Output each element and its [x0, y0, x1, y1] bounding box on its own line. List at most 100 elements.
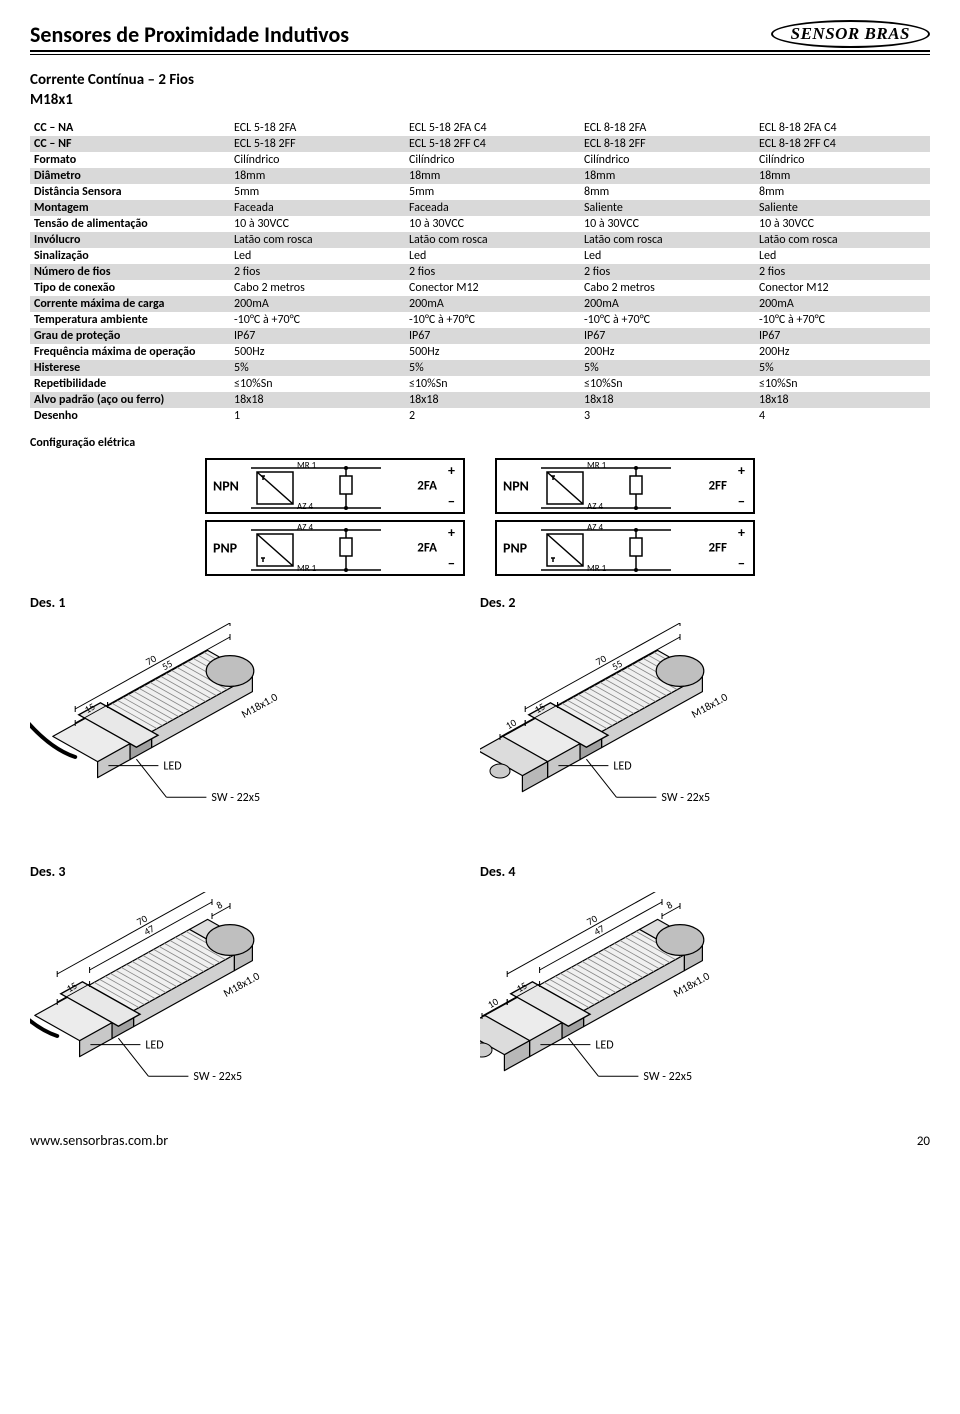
drawing-label: Des. 4 [480, 863, 930, 880]
table-row: Tipo de conexão Cabo 2 metrosConector M12… [30, 280, 930, 296]
row-value: 200mA [405, 296, 580, 312]
row-value: 2 fios [755, 264, 930, 280]
subtitle-line2: M18x1 [30, 91, 930, 111]
row-value: Saliente [755, 200, 930, 216]
row-label: Frequência máxima de operação [30, 344, 230, 360]
row-label: Diâmetro [30, 168, 230, 184]
row-value: ECL 8-18 2FA C4 [755, 120, 930, 136]
table-row: MontagemFaceadaFaceadaSalienteSaliente [30, 200, 930, 216]
row-value: ECL 5-18 2FF [230, 136, 405, 152]
row-label: Histerese [30, 360, 230, 376]
row-value: IP67 [580, 328, 755, 344]
table-row: Frequência máxima de operação500Hz500Hz2… [30, 344, 930, 360]
row-value: IP67 [755, 328, 930, 344]
svg-text:8: 8 [664, 898, 675, 912]
table-row: Alvo padrão (aço ou ferro)18x1818x1818x1… [30, 392, 930, 408]
svg-text:SW - 22x5: SW - 22x5 [661, 791, 710, 805]
row-value: 4 [755, 408, 930, 424]
circuit-output-label: 2FA [417, 479, 437, 494]
drawing-3: Des. 3 8477015M18x1.0LEDSW - 22x5 [30, 863, 480, 1092]
minus-icon: − [448, 555, 455, 572]
table-row: Número de fios2 fios2 fios2 fios2 fios [30, 264, 930, 280]
row-value: ≤10%Sn [755, 376, 930, 392]
page-footer: www.sensorbras.com.br 20 [30, 1132, 930, 1149]
table-row: SinalizaçãoLedLedLedLed [30, 248, 930, 264]
row-value: ECL 5-18 2FF C4 [405, 136, 580, 152]
row-value: 1 [230, 408, 405, 424]
row-value: Latão com rosca [755, 232, 930, 248]
row-label: Montagem [30, 200, 230, 216]
plus-icon: + [448, 524, 455, 541]
wire-label-bot: AZ 4 [297, 522, 313, 533]
row-value: 200Hz [580, 344, 755, 360]
row-value: 5% [405, 360, 580, 376]
row-value: IP67 [405, 328, 580, 344]
spec-table: CC – NAECL 5-18 2FAECL 5-18 2FA C4ECL 8-… [30, 120, 930, 424]
row-value: -10°C à +70°C [230, 312, 405, 328]
row-value: ECL 8-18 2FF C4 [755, 136, 930, 152]
brand-logo: SENSOR BRAS [771, 20, 930, 48]
row-label: CC – NA [30, 120, 230, 136]
circuit-npn-2ff: NPN MR 1 AZ 4 2FF + − [495, 458, 755, 514]
row-value: 18x18 [230, 392, 405, 408]
row-value: ≤10%Sn [580, 376, 755, 392]
row-label: Grau de proteção [30, 328, 230, 344]
row-value: Conector M12 [755, 280, 930, 296]
table-row: Repetibilidade≤10%Sn≤10%Sn≤10%Sn≤10%Sn [30, 376, 930, 392]
row-value: ≤10%Sn [230, 376, 405, 392]
wire-label-bot: AZ 4 [587, 501, 603, 512]
drawing-1: Des. 1 557015M18x1.0LEDSW - 22x5 [30, 594, 480, 823]
row-value: 10 à 30VCC [230, 216, 405, 232]
row-value: Cilíndrico [405, 152, 580, 168]
table-row: Desenho1234 [30, 408, 930, 424]
footer-page-number: 20 [917, 1134, 930, 1149]
circuit-output-label: 2FF [708, 541, 727, 556]
wire-label-bot: AZ 4 [297, 501, 313, 512]
row-value: 2 fios [230, 264, 405, 280]
row-value: 18x18 [405, 392, 580, 408]
row-value: ≤10%Sn [405, 376, 580, 392]
subtitle-line1: Corrente Contínua – 2 Fios [30, 71, 930, 91]
row-label: Desenho [30, 408, 230, 424]
row-label: Invólucro [30, 232, 230, 248]
drawing-4: Des. 4 847701510M18x1.0LEDSW - 22x5 [480, 863, 930, 1092]
row-value: -10°C à +70°C [580, 312, 755, 328]
circuit-row-2: PNP MR 1 AZ 4 2FA + − PNP [30, 520, 930, 576]
row-value: 200Hz [755, 344, 930, 360]
sensor-drawing-4: 847701510M18x1.0LEDSW - 22x5 [480, 892, 900, 1092]
row-value: Cilíndrico [580, 152, 755, 168]
wire-label-bot: AZ 4 [587, 522, 603, 533]
plus-icon: + [738, 462, 745, 479]
drawing-label: Des. 3 [30, 863, 480, 880]
sensor-drawing-2: 55701510M18x1.0LEDSW - 22x5 [480, 623, 900, 823]
row-value: 10 à 30VCC [405, 216, 580, 232]
circuit-type-label: PNP [503, 540, 527, 557]
config-label: Configuração elétrica [30, 436, 930, 450]
subtitle: Corrente Contínua – 2 Fios M18x1 [30, 71, 930, 110]
row-value: Latão com rosca [230, 232, 405, 248]
row-value: ECL 5-18 2FA C4 [405, 120, 580, 136]
minus-icon: − [738, 493, 745, 510]
svg-text:SW - 22x5: SW - 22x5 [193, 1070, 242, 1084]
row-value: Faceada [405, 200, 580, 216]
row-value: -10°C à +70°C [405, 312, 580, 328]
drawings-row-2: Des. 3 8477015M18x1.0LEDSW - 22x5 Des. 4… [30, 863, 930, 1092]
row-value: 10 à 30VCC [580, 216, 755, 232]
wire-label-top: MR 1 [297, 563, 316, 574]
table-row: Distância Sensora5mm5mm8mm8mm [30, 184, 930, 200]
row-label: Corrente máxima de carga [30, 296, 230, 312]
row-value: ECL 8-18 2FA [580, 120, 755, 136]
svg-text:70: 70 [593, 652, 608, 668]
row-value: Cabo 2 metros [580, 280, 755, 296]
row-value: Led [405, 248, 580, 264]
row-value: 200mA [755, 296, 930, 312]
row-value: Faceada [230, 200, 405, 216]
row-value: 3 [580, 408, 755, 424]
circuit-type-label: NPN [503, 478, 529, 495]
wire-label-top: MR 1 [587, 460, 606, 471]
row-value: 8mm [755, 184, 930, 200]
row-value: 200mA [580, 296, 755, 312]
minus-icon: − [738, 555, 745, 572]
wire-label-top: MR 1 [297, 460, 316, 471]
row-label: Tipo de conexão [30, 280, 230, 296]
